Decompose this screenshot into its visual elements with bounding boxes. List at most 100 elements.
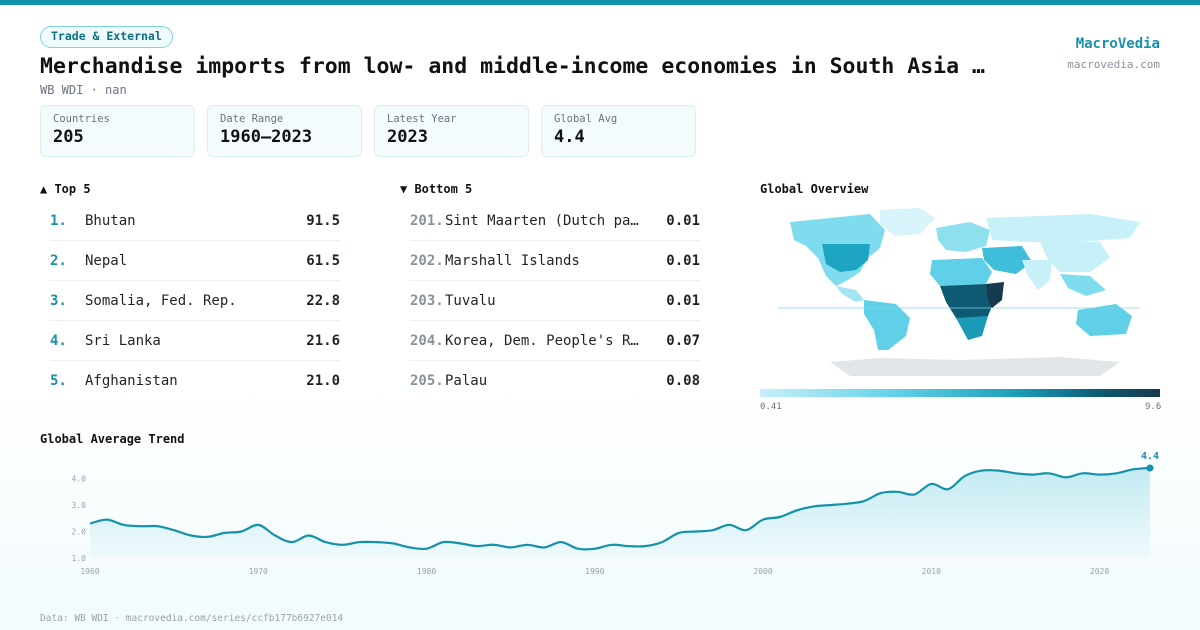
trend-point[interactable] [827,502,833,508]
trend-point[interactable] [541,544,547,550]
trend-point[interactable] [390,540,396,546]
trend-point[interactable] [424,546,430,552]
trend-point[interactable] [306,533,312,539]
trend-point[interactable] [1046,470,1052,476]
list-item[interactable]: 5. Afghanistan 21.0 [50,361,340,401]
country-name: Afghanistan [85,373,178,389]
map-region-south-america [864,300,910,350]
trend-point[interactable] [592,546,598,552]
trend-point[interactable] [137,523,143,529]
trend-point[interactable] [255,522,261,528]
trend-point[interactable] [272,533,278,539]
trend-point[interactable] [1012,470,1018,476]
trend-point[interactable] [104,517,110,523]
trend-point[interactable] [323,539,329,545]
rank-number: 204. [410,332,444,349]
list-item[interactable]: 201. Sint Maarten (Dutch pa… 0.01 [410,201,700,241]
map-region-central-america [836,286,864,302]
trend-point[interactable] [878,490,884,496]
trend-point[interactable] [1029,472,1035,478]
trend-point[interactable] [205,534,211,540]
list-item[interactable]: 3. Somalia, Fed. Rep. 22.8 [50,281,340,321]
country-name: Sint Maarten (Dutch pa… [445,212,639,229]
x-tick-label: 1990 [585,567,604,576]
trend-point[interactable] [407,544,413,550]
trend-chart[interactable]: 1.0 2.0 3.0 4.0 1960 1970 1980 1990 2000 2010 202… [40,448,1165,578]
map-region-greenland [880,208,935,236]
trend-point[interactable] [710,527,716,533]
trend-point[interactable] [1097,472,1103,478]
trend-point[interactable] [844,501,850,507]
trend-point[interactable] [760,517,766,523]
trend-point[interactable] [642,543,648,549]
trend-point[interactable] [188,533,194,539]
y-tick-label: 1.0 [72,554,87,563]
trend-point[interactable] [676,530,682,536]
trend-point[interactable] [1113,470,1119,476]
stat-card-date-range: Date Range 1960–2023 [207,105,362,157]
map-region-middle-east [982,246,1032,274]
trend-point[interactable] [794,507,800,513]
trend-point[interactable] [996,468,1002,474]
trend-point[interactable] [726,522,732,528]
category-badge[interactable]: Trade & External [40,26,173,48]
trend-point[interactable] [524,542,530,548]
trend-point[interactable] [659,539,665,545]
list-item[interactable]: 1. Bhutan 91.5 [50,201,340,241]
trend-point[interactable] [356,539,362,545]
trend-point[interactable] [474,543,480,549]
rank-number: 202. [410,252,444,269]
trend-point[interactable] [609,542,615,548]
trend-point[interactable] [625,543,631,549]
trend-point[interactable] [121,522,127,528]
trend-point[interactable] [895,489,901,495]
trend-point[interactable] [154,523,160,529]
x-tick-label: 2000 [753,567,772,576]
trend-point[interactable] [1080,470,1086,476]
country-value: 91.5 [306,212,340,229]
trend-point[interactable] [810,503,816,509]
list-item[interactable]: 2. Nepal 61.5 [50,241,340,281]
trend-point[interactable] [87,521,93,527]
trend-point[interactable] [457,540,463,546]
trend-point[interactable] [945,486,951,492]
country-name: Nepal [85,252,128,269]
trend-point[interactable] [171,527,177,533]
trend-point[interactable] [743,527,749,533]
trend-point[interactable] [962,473,968,479]
brand-url[interactable]: macrovedia.com [1067,58,1160,71]
world-choropleth-map[interactable] [760,200,1160,380]
map-region-europe [936,222,990,252]
trend-point[interactable] [1063,474,1069,480]
list-item[interactable]: 4. Sri Lanka 21.6 [50,321,340,361]
rank-number: 4. [50,332,67,349]
trend-point[interactable] [491,542,497,548]
trend-point[interactable] [339,542,345,548]
trend-point[interactable] [777,514,783,520]
trend-point[interactable] [693,529,699,535]
x-tick-label: 1970 [249,567,268,576]
trend-point[interactable] [238,529,244,535]
list-item[interactable]: 202. Marshall Islands 0.01 [410,241,700,281]
trend-point[interactable] [911,491,917,497]
x-tick-label: 1980 [417,567,436,576]
trend-point[interactable] [979,468,985,474]
rank-number: 203. [410,292,444,309]
brand-name[interactable]: MacroVedia [1075,36,1160,52]
trend-point[interactable] [558,539,564,545]
trend-point[interactable] [508,544,514,550]
trend-point[interactable] [575,546,581,552]
list-item[interactable]: 204. Korea, Dem. People's R… 0.07 [410,321,700,361]
list-item[interactable]: 203. Tuvalu 0.01 [410,281,700,321]
legend-max-label: 9.6 [1145,402,1162,412]
trend-point[interactable] [928,481,934,487]
trend-point[interactable] [1130,466,1136,472]
list-item[interactable]: 205. Palau 0.08 [410,361,700,401]
trend-point[interactable] [861,498,867,504]
stat-label: Global Avg [554,113,618,125]
trend-point[interactable] [222,530,228,536]
trend-point[interactable] [440,539,446,545]
map-color-legend [760,389,1160,397]
trend-point[interactable] [289,539,295,545]
trend-point[interactable] [373,539,379,545]
